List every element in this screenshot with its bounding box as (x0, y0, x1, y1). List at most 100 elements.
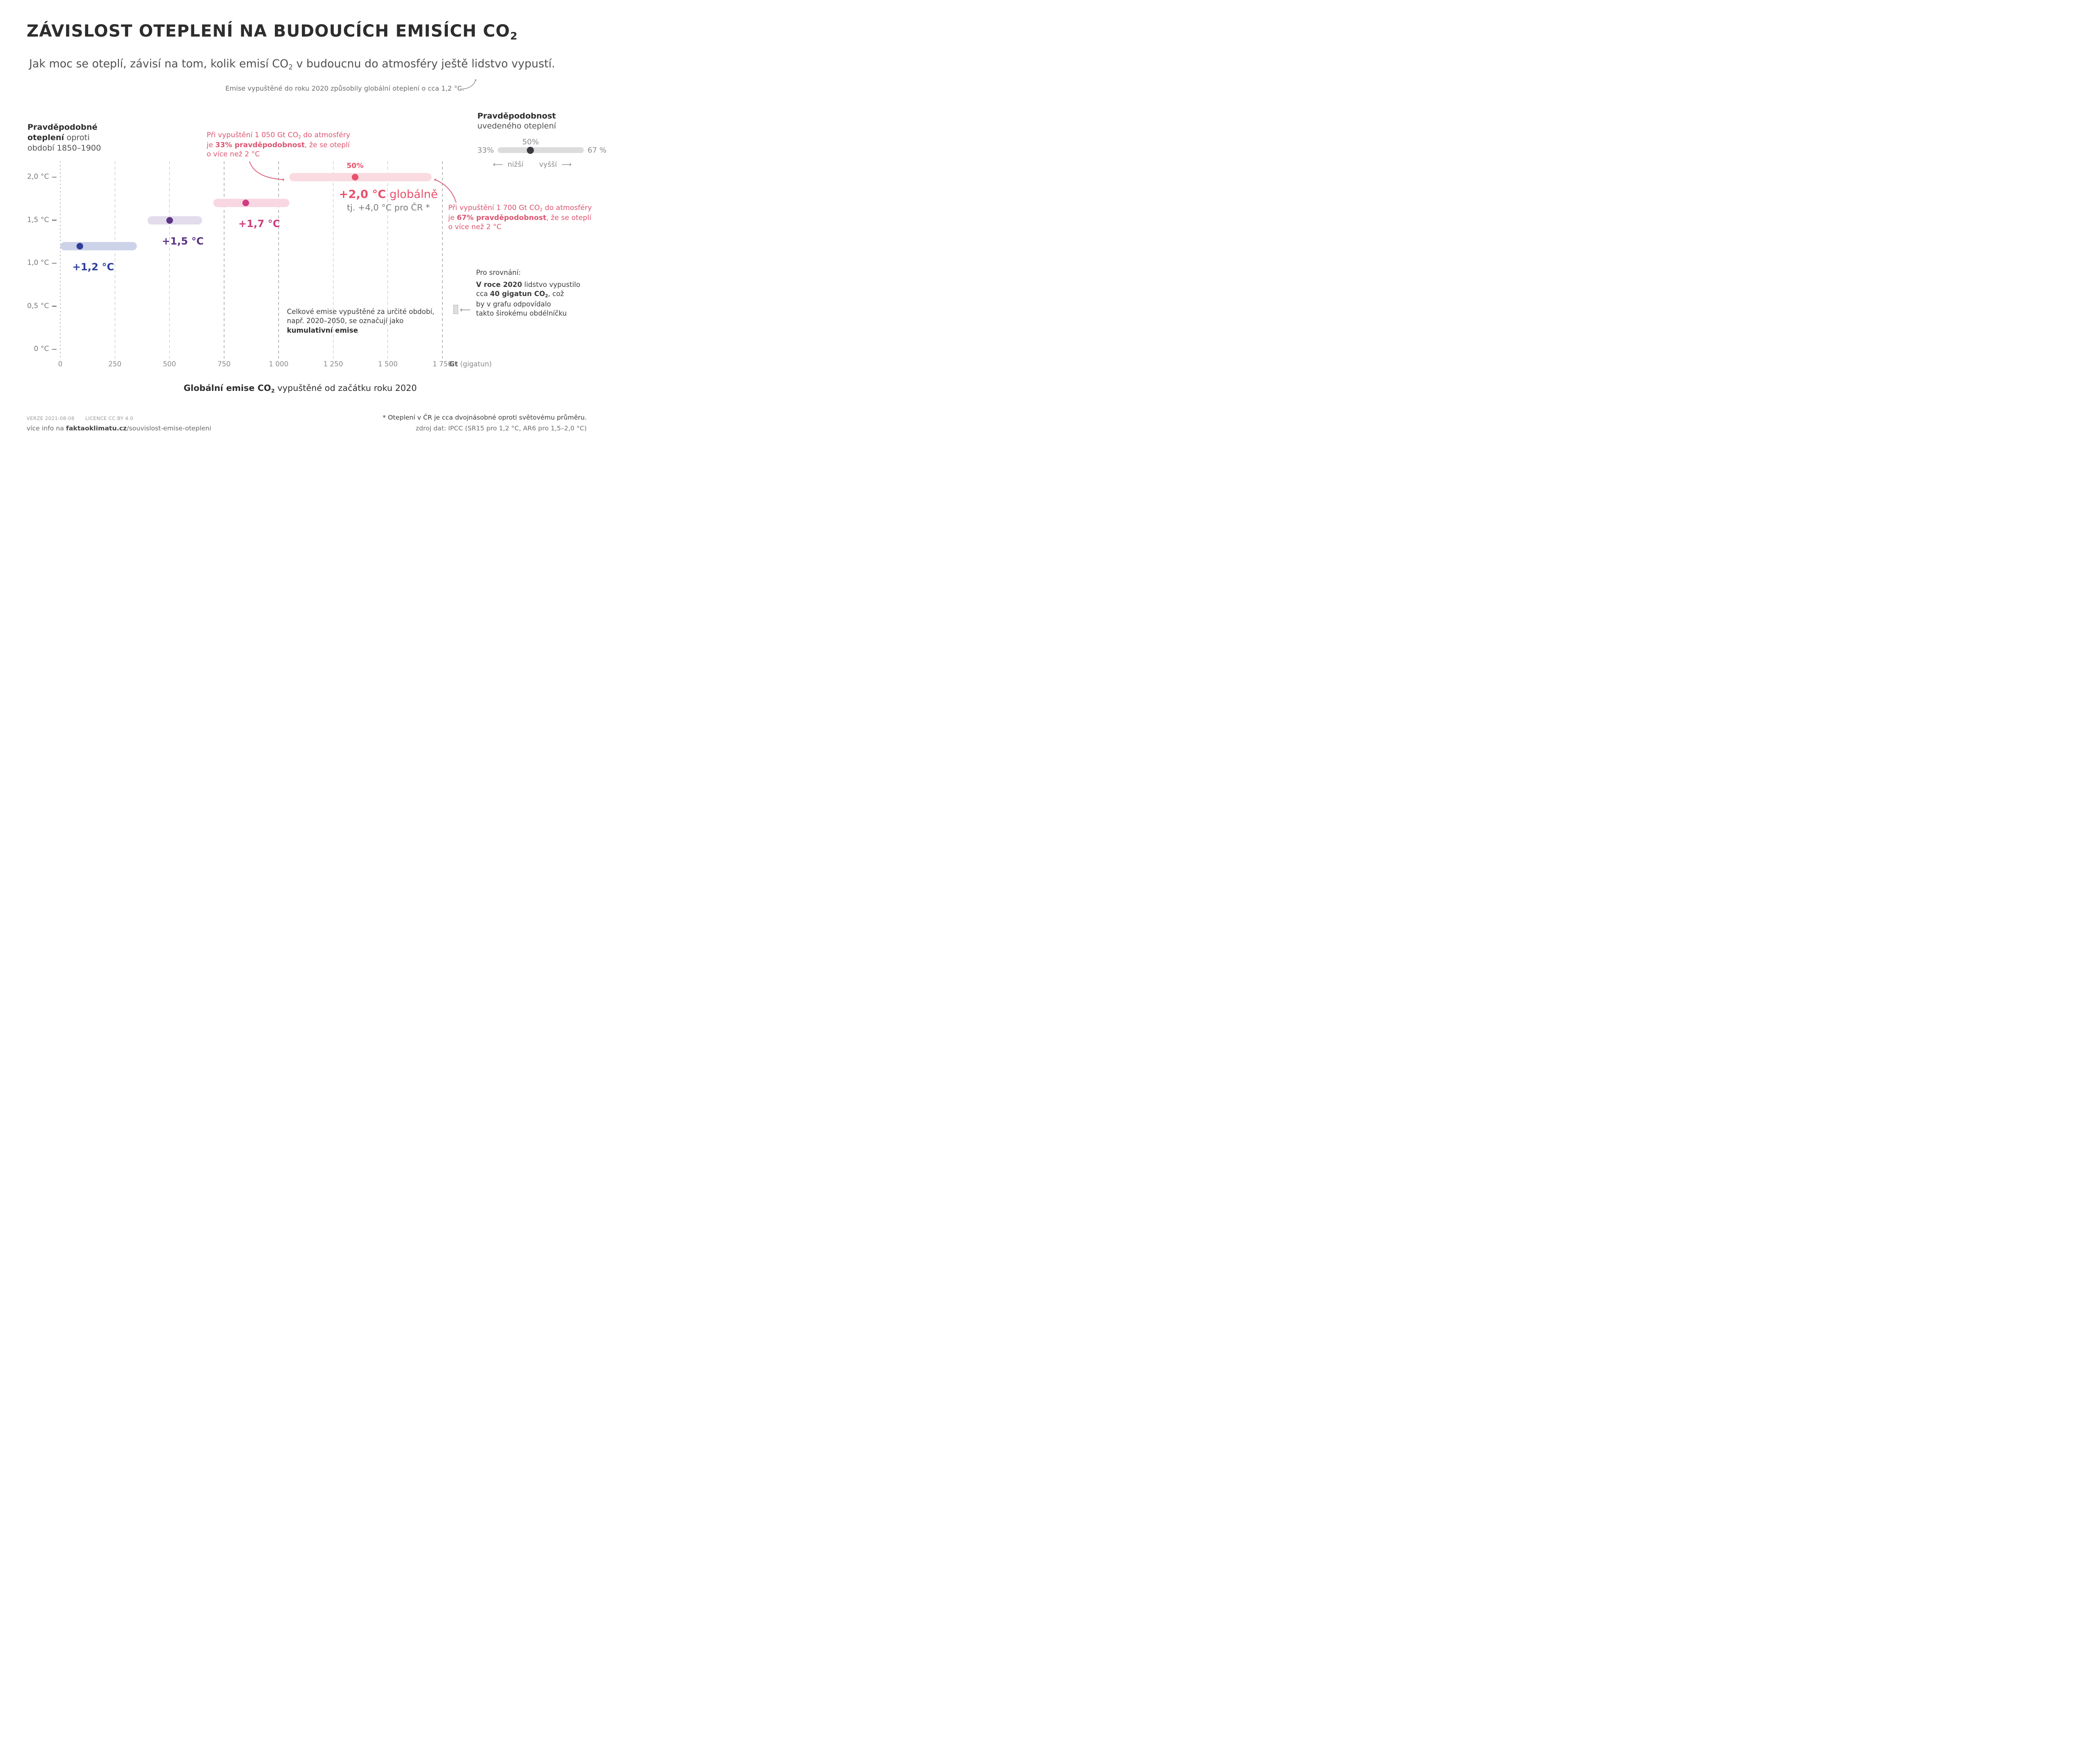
median-50pct-label: 50% (346, 162, 364, 170)
ann67-line3: o více než 2 °C (448, 223, 501, 231)
cmp-line2-pre: cca (476, 290, 490, 298)
legend-67pct-label: 67 % (588, 146, 607, 155)
warming-2c-value: +2,0 °C (339, 188, 386, 201)
x-tick-label-1500gt: 1 500 (378, 360, 398, 368)
emissions-2020-note: Emise vypuštěné do roku 2020 způsobily g… (225, 84, 464, 92)
gridline-1000gt (278, 161, 279, 358)
median-dot-20c (351, 174, 358, 180)
warming-4c-cr-label: tj. +4,0 °C pro ČR * (347, 203, 430, 212)
footer-info-link[interactable]: více info na faktaoklimatu.cz/souvislost… (27, 425, 211, 432)
y-tick-label-1c: 1,0 °C (27, 259, 49, 267)
y-tick-mark (52, 220, 57, 221)
footer-license: LICENCE CC BY 4.0 (85, 415, 133, 421)
gridline-250gt (114, 161, 116, 358)
cum-line2: např. 2020–2050, se označují jako (287, 317, 404, 325)
legend-title-rest: uvedeného oteplení (477, 121, 556, 131)
range-bar-12c (60, 242, 137, 250)
y-tick-mark (52, 262, 57, 264)
cmp-40gt-text: 40 gigatun CO (490, 290, 545, 298)
annotation-1700gt-67pct: Při vypuštění 1 700 Gt CO2 do atmosféry … (448, 203, 592, 232)
x-axis-title: Globální emise CO2 vypuštěné od začátku … (155, 383, 446, 394)
y-axis-caption-line1: Pravděpodobné (27, 123, 98, 132)
legend-50pct-label: 50% (522, 138, 539, 146)
ann33-line2-rest: , že se oteplí (304, 141, 350, 149)
warming-2c-global-word: globálně (386, 188, 438, 201)
median-dot-12c (77, 242, 84, 250)
annotation-1050gt-33pct: Při vypuštění 1 050 Gt CO2 do atmosféry … (207, 131, 350, 159)
ann67-line2-rest: , že se oteplí (546, 214, 591, 222)
x-tick-label-1000gt: 1 000 (269, 360, 289, 368)
x-axis-unit-label: Gt (gigatun) (449, 360, 492, 368)
gridline-1250gt (333, 161, 334, 358)
40gt-width-sample-rect (453, 305, 458, 314)
cmp-line2-rest: , což (548, 290, 564, 298)
cmp-line1-rest: lidstvo vypustilo (522, 281, 580, 289)
x-axis-co2-subscript: 2 (271, 387, 275, 394)
page-subtitle: Jak moc se oteplí, závisí na tom, kolik … (29, 57, 555, 71)
subtitle-text-2: v budoucnu do atmosféry ještě lidstvo vy… (293, 57, 555, 70)
x-tick-label-1750gt: 1 750 (432, 360, 452, 368)
ann67-line2-bold: 67% pravděpodobnost (457, 214, 546, 222)
cmp-line1-bold: V roce 2020 (476, 281, 522, 289)
footer-cr-footnote: * Oteplení v ČR je cca dvojnásobné oprot… (383, 414, 587, 421)
footer-version-license: VERZE 2021-08-08 LICENCE CC BY 4.0 (27, 415, 144, 421)
ann33-co2-subscript: 2 (298, 134, 301, 140)
cumulative-emissions-note: Celkové emise vypuštěné za určité období… (287, 307, 435, 335)
median-dot-17c (242, 200, 249, 207)
footer-info-domain[interactable]: faktaoklimatu.cz (66, 425, 127, 432)
cum-line3-bold: kumulativní emise (287, 326, 358, 334)
y-tick-label-1-5c: 1,5 °C (27, 215, 49, 224)
x-axis-title-bold: Globální emise CO2 (183, 383, 275, 394)
range-bar-15c (148, 216, 202, 225)
x-tick-label-750gt: 750 (217, 360, 231, 368)
arrow-left-icon: ⟵ (493, 161, 503, 169)
cmp-title: Pro srovnání: (476, 269, 521, 277)
ann33-line1: Při vypuštění 1 050 Gt CO (207, 131, 299, 139)
legend-lower-label: nižší (507, 161, 523, 169)
infographic-page: ZÁVISLOST OTEPLENÍ NA BUDOUCÍCH EMISÍCH … (0, 0, 624, 441)
footer-version: VERZE 2021-08-08 (27, 415, 75, 421)
ann67-line2-pre: je (448, 214, 457, 222)
cmp-line4: takto širokému obdélníčku (476, 309, 567, 317)
comparison-note: Pro srovnání: V roce 2020 lidstvo vypust… (476, 268, 580, 318)
footer-info-pre: více info na (27, 425, 66, 432)
y-axis-caption: Pravděpodobné oteplení oproti období 185… (27, 122, 101, 153)
legend-33pct-label: 33% (477, 146, 494, 155)
median-dot-15c (166, 217, 173, 224)
y-axis-caption-line2-bold: oteplení (27, 133, 64, 142)
y-axis-caption-line3: období 1850–1900 (27, 143, 101, 153)
y-tick-mark (52, 306, 57, 307)
x-axis-title-rest: vypuštěné od začátku roku 2020 (274, 383, 417, 393)
bar-value-label-17c: +1,7 °C (238, 218, 280, 230)
warming-2c-label-block: +2,0 °C globálně tj. +4,0 °C pro ČR * (334, 188, 442, 212)
subtitle-text: Jak moc se oteplí, závisí na tom, kolik … (29, 57, 289, 70)
title-co2-subscript: 2 (510, 30, 518, 42)
footer-info-path[interactable]: /souvislost-emise-otepleni (126, 425, 211, 432)
ann33-line3: o více než 2 °C (207, 150, 260, 158)
cmp-line3: by v grafu odpovídalo (476, 300, 551, 308)
ann33-line2-pre: je (207, 141, 215, 149)
legend-higher-label: vyšší (539, 161, 557, 169)
bar-value-label-12c: +1,2 °C (72, 261, 114, 273)
cmp-co2-subscript: 2 (545, 294, 548, 299)
bar-value-label-15c: +1,5 °C (162, 235, 204, 247)
gt-unit-bold: Gt (449, 360, 458, 368)
ann33-line2-bold: 33% pravděpodobnost (215, 141, 305, 149)
spacer (476, 277, 580, 280)
page-title: ZÁVISLOST OTEPLENÍ NA BUDOUCÍCH EMISÍCH … (27, 22, 518, 42)
arrow-left-icon: ⟵ (460, 306, 471, 314)
arrow-right-icon: ⟶ (561, 161, 572, 169)
ann67-line1-rest: do atmosféry (542, 204, 592, 212)
range-bar-17c (213, 199, 290, 208)
gt-unit-rest: (gigatun) (458, 360, 492, 368)
y-tick-label-0c: 0 °C (34, 345, 49, 353)
x-tick-label-500gt: 500 (163, 360, 176, 368)
legend-title-bold: Pravděpodobnost (477, 111, 556, 121)
gridline-1750gt (442, 161, 443, 358)
x-axis-title-text: Globální emise CO (183, 383, 271, 393)
y-tick-label-0-5c: 0,5 °C (27, 301, 49, 310)
footer-data-source: zdroj dat: IPCC (SR15 pro 1,2 °C, AR6 pr… (415, 425, 587, 432)
y-tick-mark (52, 176, 57, 178)
ann67-co2-subscript: 2 (540, 207, 543, 212)
x-tick-label-1250gt: 1 250 (323, 360, 343, 368)
